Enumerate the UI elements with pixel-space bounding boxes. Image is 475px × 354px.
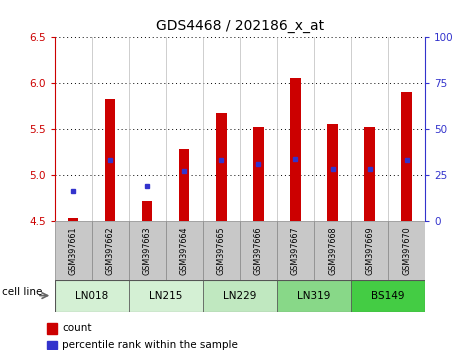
Bar (105, 99, 115, 221)
Text: GSM397661: GSM397661 (69, 226, 77, 275)
Text: GSM397663: GSM397663 (143, 226, 152, 275)
Bar (401, 92, 412, 221)
Text: count: count (62, 322, 92, 332)
Text: GSM397668: GSM397668 (328, 226, 337, 275)
Bar (290, 78, 301, 221)
Bar (47, 341, 57, 349)
Text: BS149: BS149 (371, 291, 405, 301)
Bar (216, 113, 227, 221)
Text: GSM397670: GSM397670 (402, 226, 411, 275)
Text: GSM397662: GSM397662 (106, 226, 114, 275)
Bar (388, 221, 425, 280)
Bar (129, 280, 203, 312)
Bar (179, 149, 190, 221)
Text: LN319: LN319 (297, 291, 331, 301)
Bar (351, 280, 425, 312)
Text: GSM397669: GSM397669 (365, 226, 374, 275)
Text: percentile rank within the sample: percentile rank within the sample (62, 340, 238, 350)
Bar (166, 221, 203, 280)
Text: LN018: LN018 (75, 291, 108, 301)
Bar (364, 127, 375, 221)
Bar (253, 127, 264, 221)
Bar (277, 280, 351, 312)
Bar (351, 221, 388, 280)
Text: GSM397664: GSM397664 (180, 226, 189, 275)
Text: LN229: LN229 (223, 291, 256, 301)
Bar (314, 221, 351, 280)
Bar (327, 124, 338, 221)
Title: GDS4468 / 202186_x_at: GDS4468 / 202186_x_at (156, 19, 324, 33)
Bar (68, 218, 78, 221)
Text: GSM397666: GSM397666 (254, 226, 263, 275)
Bar (47, 323, 57, 334)
Bar (203, 221, 240, 280)
Text: cell line: cell line (2, 287, 43, 297)
Bar (142, 201, 152, 221)
Text: GSM397665: GSM397665 (217, 226, 226, 275)
Bar (92, 221, 129, 280)
Bar (203, 280, 277, 312)
Bar (240, 221, 277, 280)
Bar (129, 221, 166, 280)
Bar (55, 280, 129, 312)
Bar (277, 221, 314, 280)
Bar (55, 221, 92, 280)
Text: GSM397667: GSM397667 (291, 226, 300, 275)
Text: LN215: LN215 (149, 291, 182, 301)
